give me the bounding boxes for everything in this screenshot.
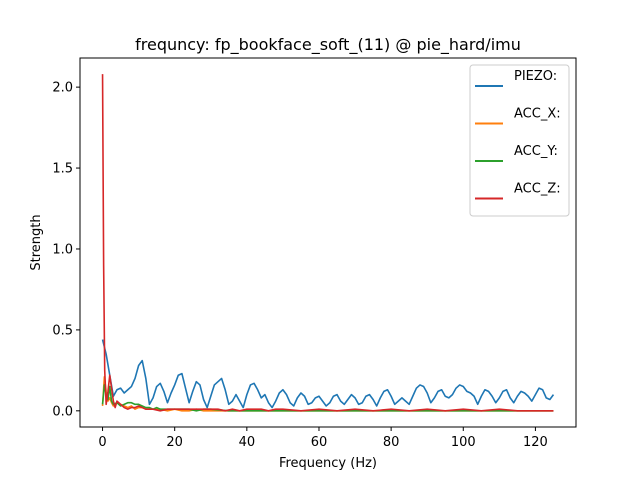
y-tick-label: 0.0 xyxy=(52,404,73,419)
y-tick-label: 1.5 xyxy=(52,162,73,177)
axis-ticks: 0 20 40 60 80 100 120 0.0 0.5 1.0 1.5 2.0 xyxy=(52,81,548,450)
x-axis-label: Frequency (Hz) xyxy=(279,456,377,471)
x-tick-label: 100 xyxy=(451,435,476,450)
chart-title: frequncy: fp_bookface_soft_(11) @ pie_ha… xyxy=(135,35,521,55)
legend-label-acc-y: ACC_Y: xyxy=(514,144,558,159)
x-tick-label: 40 xyxy=(239,435,256,450)
legend-box xyxy=(469,64,570,217)
series-line-acc-z xyxy=(101,74,554,412)
legend-label-acc-z: ACC_Z: xyxy=(514,182,561,197)
legend: PIEZO: ACC_X: ACC_Y: ACC_Z: xyxy=(469,64,570,217)
legend-label-piezo: PIEZO: xyxy=(514,69,557,84)
x-tick-label: 120 xyxy=(523,435,548,450)
legend-label-acc-x: ACC_X: xyxy=(514,107,561,122)
x-tick-label: 0 xyxy=(98,435,106,450)
y-axis-label: Strength xyxy=(29,214,44,270)
x-tick-label: 60 xyxy=(311,435,328,450)
plot-area xyxy=(101,74,555,412)
x-tick-label: 80 xyxy=(383,435,400,450)
x-tick-label: 20 xyxy=(166,435,183,450)
y-tick-label: 1.0 xyxy=(52,242,73,257)
axes-frame xyxy=(79,57,577,428)
y-tick-label: 0.5 xyxy=(52,323,73,338)
y-tick-label: 2.0 xyxy=(52,81,73,96)
series-line-piezo xyxy=(101,339,555,409)
